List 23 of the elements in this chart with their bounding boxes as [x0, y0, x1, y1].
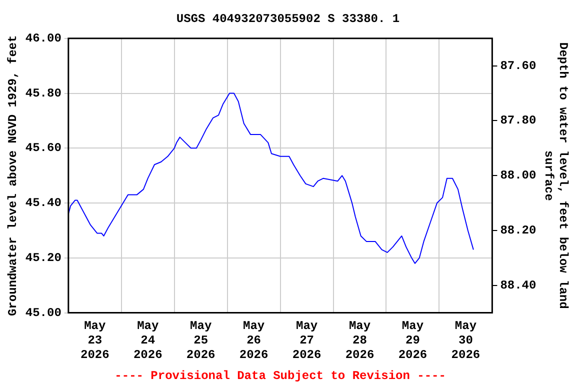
y-tick-label: 45.60	[25, 141, 62, 156]
y2-tick-label: 88.20	[500, 223, 536, 238]
y2-axis-title: Depth to water level, feet below land surface	[541, 42, 570, 309]
x-tick-label: May 28 2026	[345, 319, 374, 362]
y-axis-title: Groundwater level above NGVD 1929, feet	[6, 35, 20, 316]
text: ---- Provisional Data Subject to Revision ----	[114, 369, 446, 384]
x-tick-label: May 26 2026	[239, 319, 268, 362]
y2-tick-label: 88.40	[500, 278, 536, 292]
y-tick-label: 45.40	[25, 196, 62, 210]
y-tick-label: 45.80	[25, 86, 62, 100]
x-tick-label: May 25 2026	[186, 319, 216, 362]
x-tick-label: May 30 2026	[451, 319, 480, 362]
x-tick-label: May 23 2026	[80, 319, 110, 362]
y2-tick-label: 88.00	[500, 168, 536, 183]
x-tick-label: May 27 2026	[292, 319, 322, 362]
x-tick-label: May 29 2026	[398, 319, 428, 362]
y-tick-label: 46.00	[25, 31, 62, 46]
x-tick-label: May 24 2026	[133, 319, 162, 362]
y2-tick-label: 87.60	[500, 58, 536, 73]
y-tick-label: 45.00	[25, 306, 62, 320]
chart-title: USGS 404932073055902 S 33380. 1	[176, 12, 400, 26]
y2-tick-label: 87.80	[500, 114, 536, 128]
y-tick-label: 45.20	[25, 250, 62, 265]
